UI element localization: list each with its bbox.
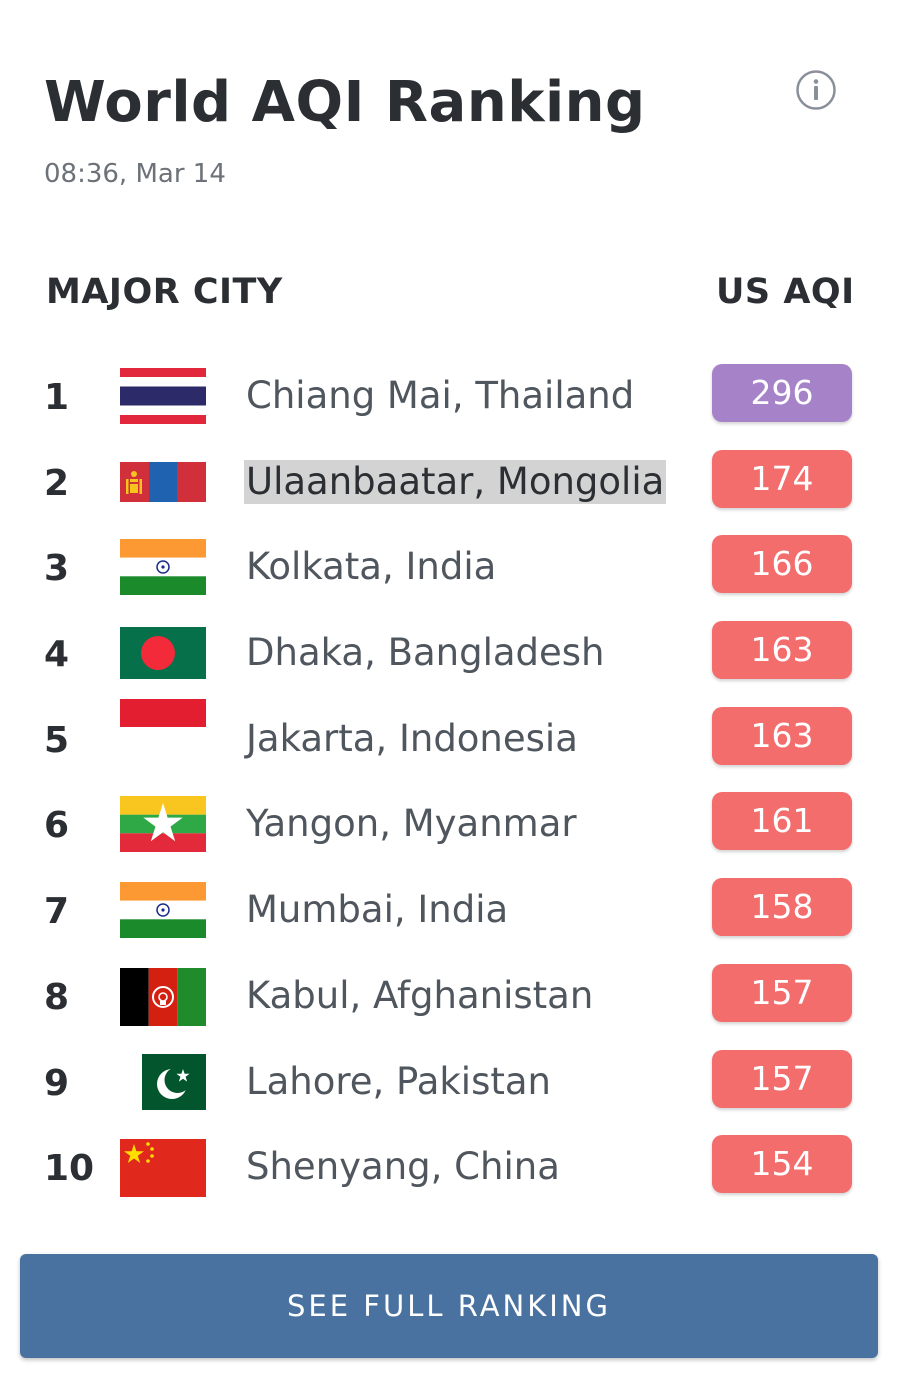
column-header-aqi: US AQI <box>716 272 855 312</box>
rank-number: 10 <box>44 1148 95 1190</box>
update-timestamp: 08:36, Mar 14 <box>44 159 226 189</box>
bangladesh-flag-icon <box>120 625 206 681</box>
ranking-row[interactable]: 1 Chiang Mai, Thailand 296 <box>0 354 900 440</box>
rank-number: 7 <box>44 891 70 933</box>
rank-number: 6 <box>44 805 70 847</box>
ranking-row[interactable]: 10 Shenyang, China 154 <box>0 1125 900 1211</box>
india-flag-icon <box>120 882 206 939</box>
rank-number: 3 <box>44 548 70 590</box>
china-flag-icon <box>120 1139 206 1198</box>
city-name-link[interactable]: Dhaka, Bangladesh <box>246 631 605 675</box>
aqi-badge: 296 <box>712 364 852 422</box>
aqi-badge: 163 <box>712 706 852 765</box>
ranking-list: 1 Chiang Mai, Thailand 296 2 <box>0 354 900 1211</box>
see-full-ranking-button[interactable]: SEE FULL RANKING <box>20 1254 878 1358</box>
ranking-row[interactable]: 4 Dhaka, Bangladesh 163 <box>0 611 900 697</box>
ranking-row[interactable]: 6 Yangon, Myanmar 161 <box>0 782 900 868</box>
aqi-badge: 154 <box>712 1135 852 1194</box>
ranking-row[interactable]: 9 Lahore, Pakistan 157 <box>0 1040 900 1126</box>
city-name-link[interactable]: Kabul, Afghanistan <box>246 973 594 1017</box>
city-name-link[interactable]: Lahore, Pakistan <box>246 1059 551 1103</box>
aqi-badge: 157 <box>712 1049 852 1108</box>
aqi-badge: 158 <box>712 878 852 937</box>
mongolia-flag-icon <box>120 454 206 510</box>
rank-number: 9 <box>44 1062 70 1104</box>
city-name-link[interactable]: Shenyang, China <box>246 1145 560 1189</box>
city-name-link[interactable]: Yangon, Myanmar <box>246 802 577 846</box>
ranking-row[interactable]: 3 Kolkata, India 166 <box>0 525 900 611</box>
city-name-link[interactable]: Mumbai, India <box>246 888 509 932</box>
aqi-badge: 161 <box>712 792 852 851</box>
myanmar-flag-icon <box>120 796 206 853</box>
india-flag-icon <box>120 539 206 596</box>
city-name-link[interactable]: Chiang Mai, Thailand <box>246 374 635 417</box>
indonesia-flag-icon <box>120 698 206 767</box>
city-name-link[interactable]: Kolkata, India <box>246 545 497 589</box>
ranking-row[interactable]: 2 Ulaanbaatar, Mongolia 174 <box>0 440 900 526</box>
aqi-badge: 174 <box>712 449 852 508</box>
ranking-row[interactable]: 7 Mumbai, India 158 <box>0 868 900 954</box>
ranking-row[interactable]: 8 Kabul, Afghanistan 157 <box>0 954 900 1040</box>
thailand-flag-icon <box>120 368 206 424</box>
rank-number: 8 <box>44 976 70 1018</box>
aqi-badge: 166 <box>712 535 852 594</box>
column-header-city: MAJOR CITY <box>46 272 283 312</box>
aqi-badge: 163 <box>712 621 852 680</box>
city-name-link[interactable]: Ulaanbaatar, Mongolia <box>244 459 667 504</box>
aqi-badge: 157 <box>712 963 852 1022</box>
page-title: World AQI Ranking <box>44 70 646 135</box>
info-circle-icon[interactable] <box>795 69 837 111</box>
rank-number: 4 <box>44 634 70 676</box>
rank-number: 1 <box>44 377 70 418</box>
ranking-row[interactable]: 5 Jakarta, Indonesia 163 <box>0 697 900 783</box>
city-name-link[interactable]: Jakarta, Indonesia <box>246 716 578 760</box>
pakistan-flag-icon <box>120 1053 206 1110</box>
rank-number: 5 <box>44 719 70 761</box>
rank-number: 2 <box>44 462 70 504</box>
afghanistan-flag-icon <box>120 967 206 1026</box>
